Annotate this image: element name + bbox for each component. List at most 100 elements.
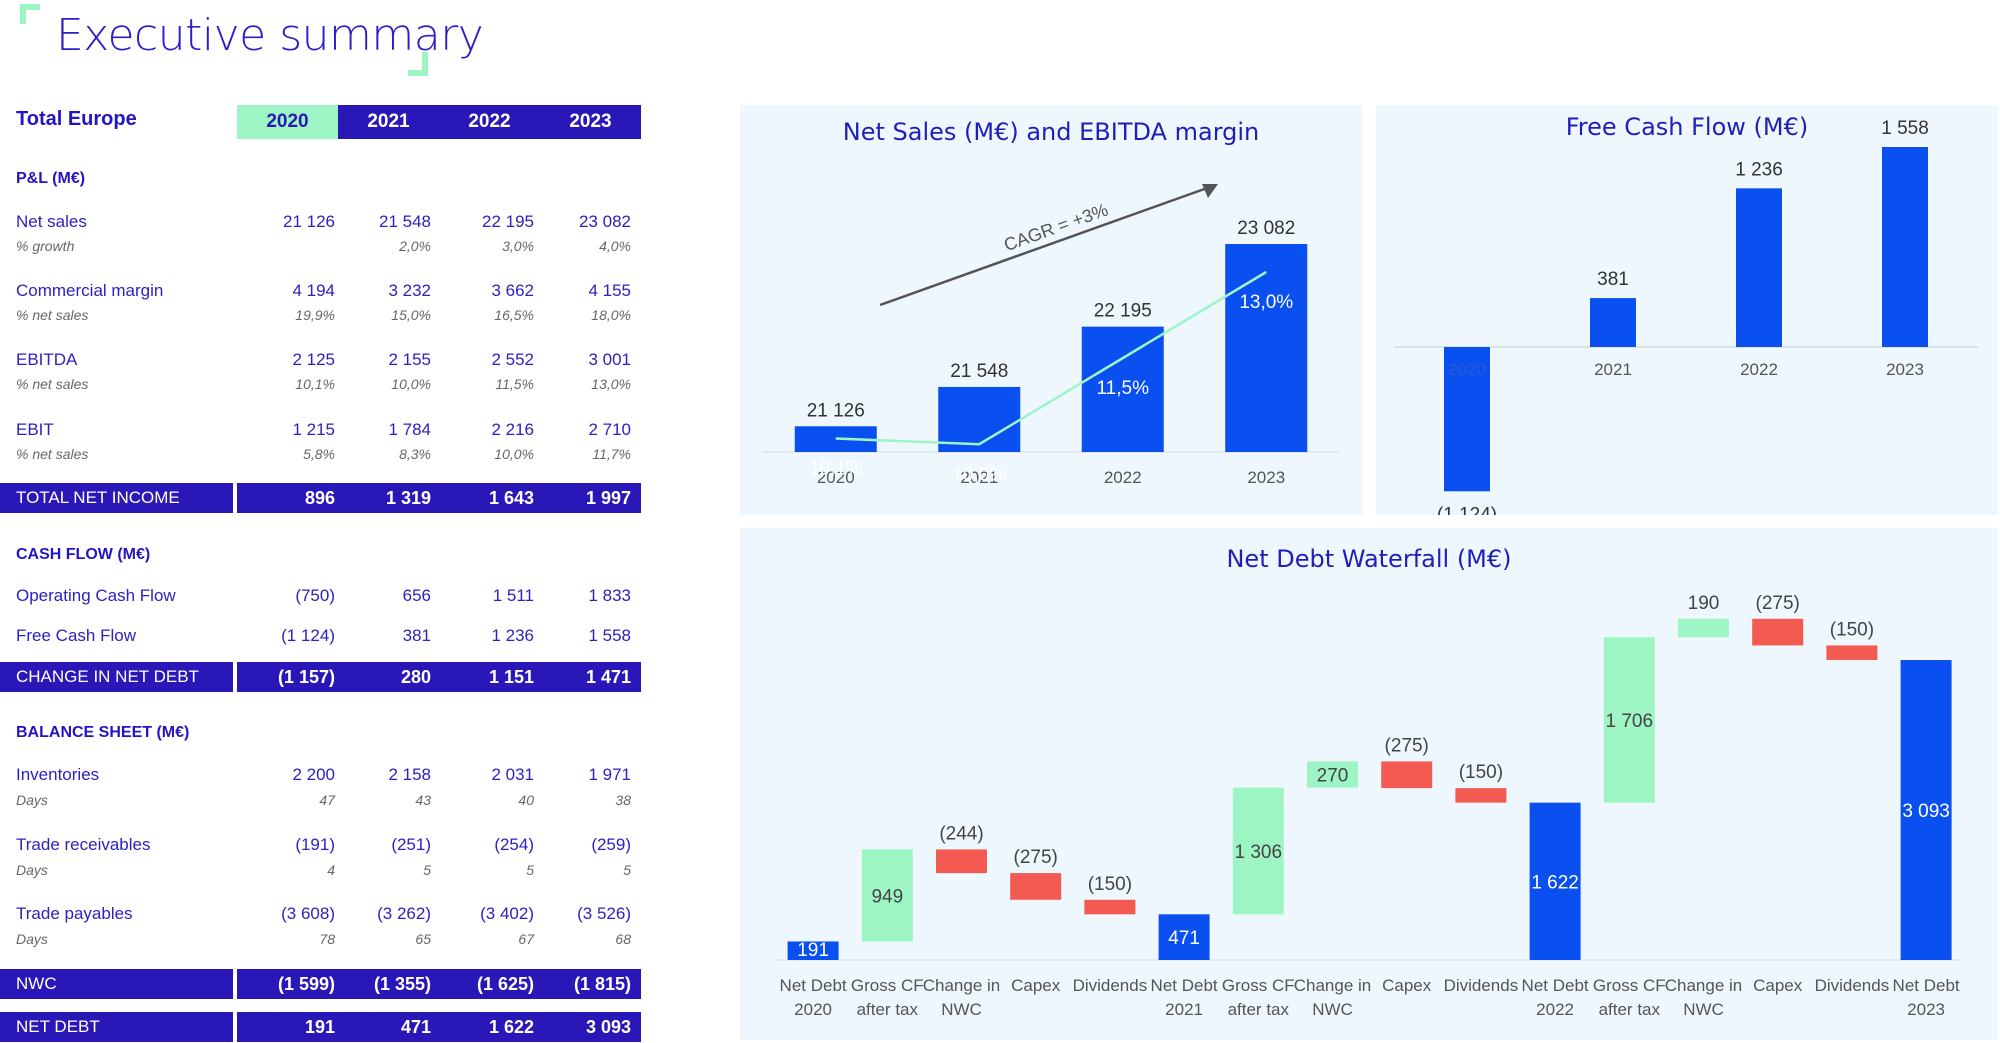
- row-sub-label: % net sales: [16, 376, 89, 392]
- year-header-2020: 2020: [237, 105, 338, 139]
- total-net-income-value: 1 643: [488, 488, 534, 508]
- net-sales-data-label: 22 195: [1094, 301, 1152, 322]
- waterfall-data-label: (150): [1459, 762, 1503, 783]
- value-cell: 2 552: [491, 350, 534, 369]
- sub-value-cell: 16,5%: [494, 307, 534, 323]
- waterfall-data-label: 190: [1688, 593, 1720, 614]
- value-cell: 1 215: [292, 420, 335, 439]
- value-cell: 4 194: [292, 281, 335, 300]
- waterfall-data-label: (150): [1830, 619, 1874, 640]
- total-net-income-band-label-bg: [0, 483, 233, 513]
- waterfall-data-label: 949: [871, 886, 903, 907]
- nwc-band-label-bg: [0, 969, 233, 999]
- ebitda-margin-label: 10,1%: [809, 459, 863, 480]
- net-sales-bar: [1225, 244, 1308, 452]
- waterfall-data-label: (275): [1385, 735, 1429, 756]
- sub-value-cell: 38: [615, 792, 631, 808]
- sub-value-cell: 10,0%: [391, 376, 431, 392]
- x-tick-label-line2: NWC: [941, 1000, 982, 1019]
- year-header-2021: 2021: [338, 105, 439, 139]
- sub-value-cell: 13,0%: [591, 376, 631, 392]
- value-cell: (191): [295, 835, 335, 854]
- net-sales-data-label: 21 548: [950, 361, 1008, 382]
- value-cell: (251): [391, 835, 431, 854]
- x-tick-label-line2: 2021: [1165, 1000, 1203, 1019]
- x-tick-label-line1: Dividends: [1815, 976, 1890, 995]
- change-in-net-debt-band-values-bg: [237, 662, 641, 692]
- change-in-net-debt-value: 280: [400, 667, 431, 687]
- nwc-band-values-bg: [237, 969, 641, 999]
- ebitda-margin-label: 13,0%: [1239, 292, 1293, 313]
- value-cell: 3 232: [388, 281, 431, 300]
- x-tick-label: 2023: [1247, 468, 1285, 487]
- change-in-net-debt-band-label-bg: [0, 662, 233, 692]
- year-header-2023: 2023: [540, 105, 641, 139]
- value-cell: 2 216: [491, 420, 534, 439]
- value-cell: 23 082: [579, 212, 631, 231]
- fcf-data-label: (1 124): [1437, 504, 1497, 515]
- x-tick-label-line2: 2020: [794, 1000, 832, 1019]
- fcf-bar: [1882, 147, 1928, 347]
- value-cell: (259): [591, 835, 631, 854]
- sub-value-cell: 18,0%: [591, 307, 631, 323]
- waterfall-data-label: 1 622: [1531, 872, 1579, 893]
- value-cell: (254): [494, 835, 534, 854]
- x-tick-label-line1: Gross CF: [851, 976, 924, 995]
- waterfall-bar: [861, 849, 913, 942]
- value-cell: 21 548: [379, 212, 431, 231]
- pl-section-title: P&L (M€): [16, 170, 86, 187]
- waterfall-bar: [936, 849, 987, 874]
- waterfall-bar: [1084, 899, 1136, 915]
- x-tick-label: 2020: [1448, 360, 1486, 379]
- x-tick-label-line1: Change in: [923, 976, 1001, 995]
- value-cell: 656: [402, 586, 431, 605]
- sub-value-cell: 10,1%: [295, 376, 335, 392]
- balance-sheet-section-title: BALANCE SHEET (M€): [16, 724, 190, 741]
- sub-value-cell: 3,0%: [502, 238, 534, 254]
- free-cash-flow-panel: Free Cash Flow (M€) (1 124) 2020 381 2021 1 …: [1376, 105, 1998, 515]
- row-sub-label: % net sales: [16, 307, 89, 323]
- sub-value-cell: 5: [423, 862, 431, 878]
- cagr-arrow-line: [879, 185, 1211, 307]
- waterfall-bar: [1678, 618, 1729, 638]
- x-tick-label-line1: Capex: [1753, 976, 1803, 995]
- value-cell: 1 784: [388, 420, 431, 439]
- net-sales-data-label: 21 126: [807, 400, 865, 421]
- row-label: Trade receivables: [16, 835, 151, 854]
- net-sales-data-label: 23 082: [1237, 218, 1295, 239]
- waterfall-data-label: (150): [1088, 874, 1132, 895]
- value-cell: 381: [402, 626, 431, 645]
- waterfall-data-label: 1 306: [1235, 842, 1283, 863]
- waterfall-data-label: (275): [1014, 847, 1058, 868]
- value-cell: (3 608): [281, 904, 335, 923]
- row-label: EBITDA: [16, 350, 78, 369]
- value-cell: 3 662: [491, 281, 534, 300]
- waterfall-bar: [1603, 637, 1655, 803]
- net-debt-band-values-bg: [237, 1012, 641, 1042]
- value-cell: 2 158: [388, 765, 431, 784]
- financial-table: Total Europe 2020 2021 2022 2023 P&L (M€…: [0, 0, 650, 1043]
- sub-value-cell: 68: [615, 931, 631, 947]
- row-label: Operating Cash Flow: [16, 586, 176, 605]
- row-sub-label: % net sales: [16, 446, 89, 462]
- net-debt-label: NET DEBT: [16, 1017, 100, 1036]
- x-tick-label-line1: Dividends: [1073, 976, 1148, 995]
- ebitda-margin-label: 10,0%: [952, 464, 1006, 485]
- waterfall-bar: [1752, 618, 1804, 646]
- waterfall-bar: [1158, 914, 1210, 960]
- nwc-value: (1 815): [573, 974, 631, 994]
- value-cell: 2 200: [292, 765, 335, 784]
- row-label: Commercial margin: [16, 281, 164, 300]
- sub-value-cell: 78: [319, 931, 335, 947]
- x-tick-label-line2: 2023: [1907, 1000, 1945, 1019]
- waterfall-data-label: (244): [939, 823, 983, 844]
- total-net-income-value: 1 319: [385, 488, 431, 508]
- nwc-value: (1 625): [476, 974, 534, 994]
- x-tick-label-line2: after tax: [1228, 1000, 1290, 1019]
- x-tick-label-line2: NWC: [1312, 1000, 1353, 1019]
- waterfall-bar: [1455, 788, 1507, 803]
- value-cell: 2 031: [491, 765, 534, 784]
- row-sub-label: Days: [16, 862, 48, 878]
- total-net-income-label: TOTAL NET INCOME: [16, 488, 180, 507]
- x-tick-label-line2: after tax: [857, 1000, 919, 1019]
